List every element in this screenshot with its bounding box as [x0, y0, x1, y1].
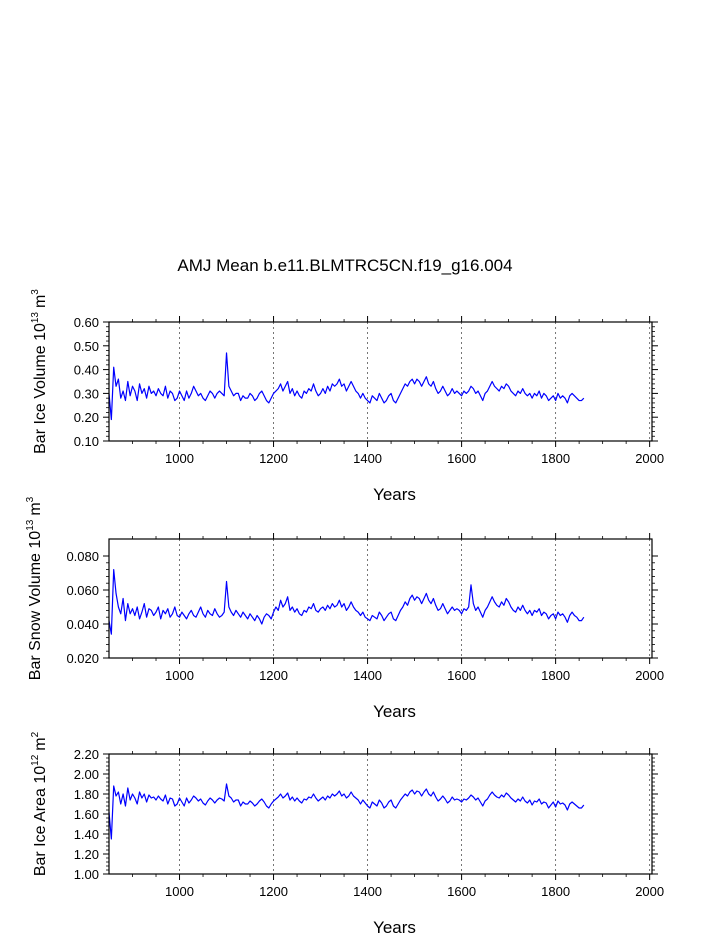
x-axis-label: Years — [373, 918, 416, 935]
x-tick-label: 1400 — [353, 668, 382, 683]
y-tick-label: 0.40 — [74, 363, 99, 378]
series-line — [108, 569, 585, 635]
y-tick-label: 1.00 — [74, 867, 99, 882]
x-axis-label: Years — [373, 702, 416, 721]
x-tick-label: 1400 — [353, 884, 382, 899]
y-tick-label: 0.20 — [74, 410, 99, 425]
y-tick-label: 1.80 — [74, 787, 99, 802]
panel-2: 1000 1200 1400 1600 1800 2000 0.020 0.040 0.060 0… — [25, 496, 664, 721]
x-tick-label: 2000 — [635, 884, 664, 899]
y-tick-label: 0.50 — [74, 339, 99, 354]
y-tick-label: 1.20 — [74, 847, 99, 862]
x-tick-label: 1000 — [165, 451, 194, 466]
y-tick-label: 0.060 — [66, 583, 99, 598]
y-tick-label: 0.60 — [74, 315, 99, 330]
x-tick-label: 1800 — [541, 884, 570, 899]
y-axis-label: Bar Ice Volume 1013m3 — [30, 289, 49, 454]
plot-frame — [108, 538, 653, 659]
y-tick-label: 2.00 — [74, 767, 99, 782]
series-line — [108, 783, 585, 840]
x-tick-label: 1800 — [541, 668, 570, 683]
y-tick-label: 0.10 — [74, 434, 99, 449]
x-tick-label: 1000 — [165, 668, 194, 683]
y-tick-label: 2.20 — [74, 747, 99, 762]
x-tick-label: 1200 — [259, 668, 288, 683]
x-tick-label: 1000 — [165, 884, 194, 899]
y-tick-label: 1.60 — [74, 807, 99, 822]
x-tick-label: 1400 — [353, 451, 382, 466]
y-tick-label: 0.040 — [66, 617, 99, 632]
x-tick-label: 1800 — [541, 451, 570, 466]
panel-3: 1000 1200 1400 1600 1800 2000 1.00 1.20 1.40 1.60… — [30, 731, 664, 935]
x-tick-label: 1200 — [259, 884, 288, 899]
x-tick-label: 1600 — [447, 884, 476, 899]
x-tick-label: 1600 — [447, 451, 476, 466]
y-tick-label: 0.30 — [74, 386, 99, 401]
y-axis-label: Bar Snow Volume 1013m3 — [25, 496, 44, 680]
plot-frame — [108, 753, 653, 875]
y-axis-label: Bar Ice Area 1012m2 — [30, 731, 49, 876]
series-line — [108, 352, 585, 421]
x-axis-label: Years — [373, 485, 416, 504]
x-tick-label: 2000 — [635, 451, 664, 466]
panel-1: 1000 1200 1400 1600 1800 2000 0.10 0.20 0.30 0.40… — [30, 289, 664, 504]
x-tick-label: 2000 — [635, 668, 664, 683]
plot-frame — [108, 321, 653, 442]
x-tick-label: 1600 — [447, 668, 476, 683]
y-tick-label: 1.40 — [74, 827, 99, 842]
x-tick-label: 1200 — [259, 451, 288, 466]
y-tick-label: 0.080 — [66, 549, 99, 564]
y-tick-label: 0.020 — [66, 651, 99, 666]
chart-title: AMJ Mean b.e11.BLMTRC5CN.f19_g16.004 — [177, 256, 512, 275]
